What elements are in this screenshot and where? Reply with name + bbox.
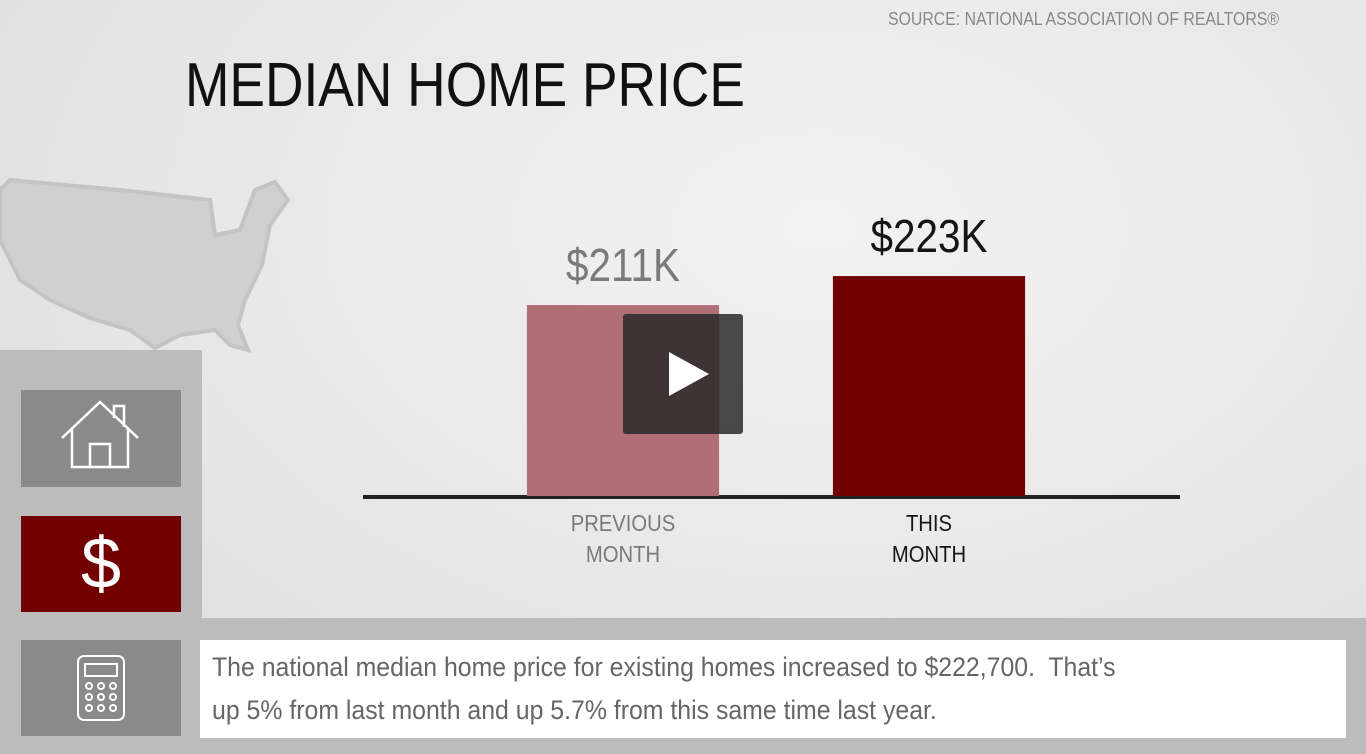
- source: SOURCE: NATIONAL ASSOCIATION OF REALTORS…: [888, 9, 1280, 29]
- bar: [832, 276, 1026, 496]
- us-map: [0, 177, 291, 354]
- home-icon: [61, 400, 139, 469]
- play-button[interactable]: [623, 314, 743, 434]
- category-label: THIS MONTH: [891, 510, 967, 567]
- value-label: $223K: [870, 212, 987, 263]
- dollar-icon: $: [80, 524, 122, 604]
- category-label: PREVIOUS MONTH: [570, 510, 676, 567]
- chart-title: MEDIAN HOME PRICE: [185, 51, 745, 120]
- price-button[interactable]: [21, 516, 181, 612]
- description: The national median home price for exist…: [212, 652, 1123, 725]
- calculator-icon: [77, 655, 125, 721]
- home-button[interactable]: [21, 390, 181, 487]
- value-label: $211K: [566, 241, 680, 292]
- caption-box: [200, 640, 1346, 738]
